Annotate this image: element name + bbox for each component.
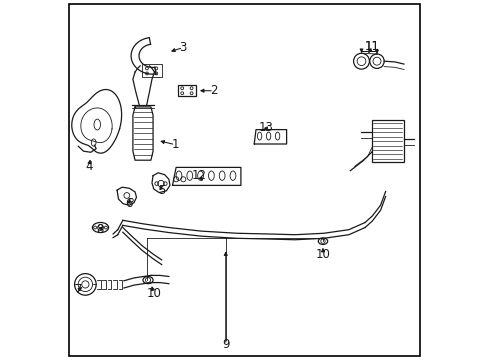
Text: 8: 8: [96, 223, 103, 236]
Bar: [178, 85, 196, 96]
Text: 11: 11: [364, 40, 379, 53]
Text: 9: 9: [222, 338, 229, 351]
Text: 7: 7: [75, 283, 82, 296]
Text: 10: 10: [146, 287, 161, 300]
Text: 2: 2: [210, 84, 217, 97]
Text: 11: 11: [364, 40, 379, 53]
Text: 12: 12: [192, 169, 206, 182]
Text: 13: 13: [258, 121, 273, 134]
Bar: [141, 64, 162, 77]
Bar: [371, 120, 403, 162]
Text: 4: 4: [85, 160, 93, 173]
Text: 1: 1: [171, 138, 179, 151]
Text: 6: 6: [124, 197, 132, 210]
Text: 10: 10: [315, 248, 330, 261]
Text: 3: 3: [179, 41, 186, 54]
Text: 5: 5: [158, 184, 165, 197]
